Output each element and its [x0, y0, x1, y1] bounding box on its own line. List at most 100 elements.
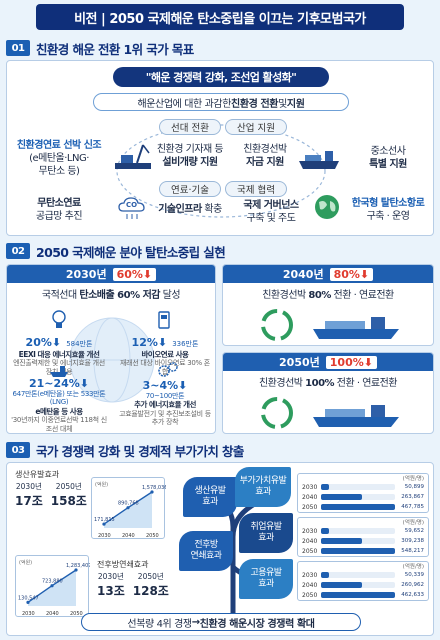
- bar-row: 2040 260,962: [302, 580, 424, 590]
- bar-value: 548,217: [401, 548, 424, 554]
- bar-group-unit: (억원/명): [402, 564, 424, 570]
- fuel-pump-icon: [158, 311, 170, 329]
- back-values: 2030년 13조 2050년 128조: [97, 571, 177, 599]
- bar-row: 2030 50,339: [302, 570, 424, 580]
- back-value1: 13조: [97, 584, 125, 598]
- leaf-value-l2: 효과: [255, 487, 271, 497]
- leaf-production-l2: 효과: [202, 497, 218, 507]
- bar-groups: (억원/명) 2030 50,899 2040 263,867 2050 467,785 (억…: [297, 473, 429, 605]
- subheading-pill: 해운산업에 대한 과감한 친환경 전환 및 지원: [93, 93, 349, 111]
- bar-track: [321, 548, 395, 554]
- chart-production: (억원) 171,815 2030 890,768 2040 1,578,036 2050: [91, 477, 167, 539]
- bar-row: 2030 50,899: [302, 482, 424, 492]
- cycle-ring-graphic: [116, 124, 326, 218]
- tag-fuel-tech: 연료·기술: [159, 181, 221, 197]
- bar-row: 2050 548,217: [302, 546, 424, 556]
- chart-production-unit: (억원): [95, 481, 108, 488]
- sub-bold-a: 친환경 전환: [231, 98, 279, 110]
- bar-group: (억원/명) 2030 50,899 2040 263,867 2050 467,785: [297, 473, 429, 513]
- bar-row: 2050 462,633: [302, 590, 424, 600]
- leaf-employment-l1: 취업유발: [250, 522, 282, 533]
- emethanol-pct: 21~24%⬇: [28, 377, 90, 390]
- co-label: CO: [126, 201, 138, 209]
- chart-backward-svg: (억원) 130,547 2030 723,880 2040 1,283,407 2050: [18, 559, 91, 617]
- bottom-plain: 선복량 4위 경쟁: [127, 618, 192, 630]
- chart-backward: (억원) 130,547 2030 723,880 2040 1,283,407 2050: [15, 555, 91, 617]
- leaf-employment: 취업유발 효과: [239, 513, 293, 553]
- year-2030-label: 2030년: [65, 268, 107, 281]
- eexi-detail: 엔진출력제한 및 에너지효율 개선장치 적용: [13, 359, 105, 376]
- chart-production-year-label: 2030: [98, 533, 111, 539]
- chart-backward-value-label: 130,547: [18, 595, 39, 601]
- biofuel-title: 바이오연료 사용: [141, 350, 189, 359]
- bar-track: [321, 484, 395, 490]
- bar-fill: [321, 582, 363, 588]
- prod-label: 생산유발효과: [15, 470, 60, 479]
- desc-2040-c: 전환 · 연료전환: [330, 290, 395, 301]
- bar-fill: [321, 592, 395, 598]
- crane-ship-icon: [115, 144, 151, 169]
- chart-production-value-label: 1,578,036: [142, 485, 166, 491]
- year-bar-2030: 2030년 60%⬇: [7, 265, 215, 283]
- bar-track: [321, 528, 395, 534]
- sub-bold-b: 지원: [286, 98, 305, 110]
- leaf-hiring-l1: 고용유발: [250, 568, 282, 579]
- bar-row: 2030 59,652: [302, 526, 424, 536]
- bottom-bold: 친환경 해운시장 경쟁력 확대: [199, 618, 315, 630]
- item-zero-carbon-fuel: 무탄소연료 공급망 추진: [11, 197, 107, 223]
- section1-panel: "해운 경쟁력 강화, 조선업 활성화" 해운산업에 대한 과감한 친환경 전환…: [6, 60, 434, 236]
- sub-plain-b: 및: [278, 98, 287, 110]
- slogan-pill: "해운 경쟁력 강화, 조선업 활성화": [113, 67, 329, 87]
- eco-ship-line3: 무탄소 등): [38, 166, 80, 177]
- bar-fill: [321, 548, 395, 554]
- tag-industry-support: 산업 지원: [225, 119, 287, 135]
- gears-icon: [158, 362, 178, 377]
- bar-value: 462,633: [401, 592, 424, 598]
- section2-number: 02: [6, 243, 30, 259]
- year-bar-2040: 2040년 80%⬇: [223, 265, 433, 283]
- recycle-ship-graphic-2040: [261, 309, 399, 341]
- prod-year2: 2050년: [55, 482, 82, 491]
- efficiency-pct: 3~4%⬇: [142, 379, 188, 392]
- bar-year: 2040: [302, 493, 318, 501]
- bar-value: 309,238: [401, 538, 424, 544]
- bar-value: 50,899: [404, 484, 424, 490]
- route-line1: 한국형 탈탄소항로: [351, 198, 425, 209]
- leaf-backward-l1: 전후방: [194, 540, 218, 551]
- leaf-hiring: 고용유발 효과: [239, 559, 293, 599]
- item-tech-infra: 기술인프라 확충: [151, 203, 229, 216]
- chart-backward-value-label: 1,283,407: [66, 563, 90, 569]
- section2-header: 02 2050 국제해운 분야 탈탄소중립 실현: [6, 241, 226, 261]
- desc-2030-b: 탄소배출 60% 저감: [79, 290, 160, 301]
- desc-2030-c: 달성: [160, 290, 181, 301]
- bar-track: [321, 494, 395, 500]
- biofuel-tons: 336만톤: [172, 340, 199, 348]
- chart-backward-year-label: 2040: [46, 611, 59, 617]
- chart-production-svg: (억원) 171,815 2030 890,768 2040 1,578,036 2050: [94, 481, 167, 539]
- prod-value2: 158조: [50, 494, 87, 508]
- section3-number: 03: [6, 442, 30, 458]
- equipment-line1: 친환경 기자재 등: [156, 144, 224, 155]
- cargo-ship-icon: [299, 151, 339, 169]
- globe-background-graphic: [69, 317, 155, 403]
- section2-title: 2050 국제해운 분야 탈탄소중립 실현: [36, 244, 226, 260]
- governance-line1: 국제 거버넌스: [243, 200, 299, 211]
- bar-value: 50,339: [404, 572, 424, 578]
- eco-ship-line2: (e메탄올·LNG·: [29, 153, 89, 164]
- panel-2050: 2050년 100%⬇ 친환경선박 100% 전환 · 연료전환: [222, 352, 434, 434]
- desc-2030: 국적선대 탄소배출 60% 저감 달성: [7, 289, 215, 302]
- bar-track: [321, 538, 395, 544]
- item-eexi: 20%⬇ 584만톤 EEXI 대응 에너지효율 개선 엔진출력제한 및 에너지…: [11, 331, 107, 376]
- emethanol-detail: '30년까지 이중연료선박 118척 신조선 대체: [11, 416, 107, 433]
- prod-values: 2030년 17조 2050년 158조: [15, 481, 95, 509]
- panel-2030: 2030년 60%⬇ 국적선대 탄소배출 60% 저감 달성 20%⬇ 584만…: [6, 264, 216, 434]
- recycle-ship-graphic-2050: [261, 397, 399, 429]
- chart-backward-area: [28, 570, 76, 606]
- bar-row: 2050 467,785: [302, 502, 424, 512]
- chart-production-year-label: 2040: [122, 533, 135, 539]
- desc-2050-b: 100%: [305, 378, 335, 389]
- chart-backward-year-label: 2030: [22, 611, 35, 617]
- bar-value: 260,962: [401, 582, 424, 588]
- section3-header: 03 국가 경쟁력 강화 및 경제적 부가가치 창출: [6, 440, 244, 460]
- chart-production-point: [150, 490, 154, 494]
